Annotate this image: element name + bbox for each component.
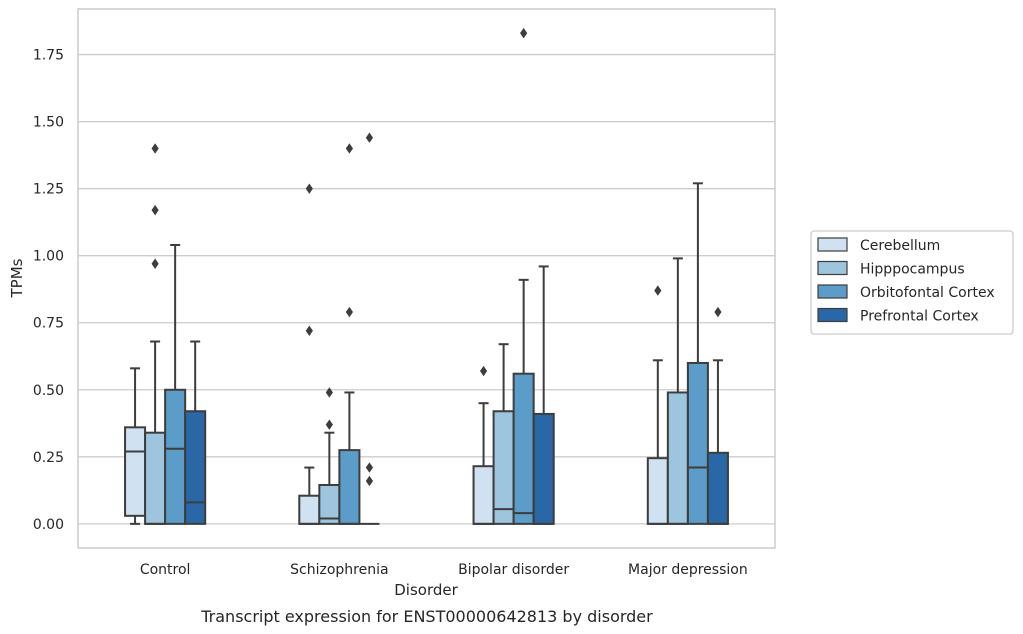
y-tick-label: 0.25 xyxy=(33,450,64,466)
box xyxy=(144,431,167,525)
outlier-point xyxy=(345,143,353,154)
box-plot xyxy=(686,182,709,525)
x-tick-labels: Control Schizophrenia Bipolar disorder Majo… xyxy=(140,562,748,578)
plot-frame xyxy=(77,8,776,549)
legend-frame xyxy=(810,230,1014,335)
y-tick-label: 1.25 xyxy=(33,182,64,198)
box-groups xyxy=(124,27,729,525)
legend-item: Orbitofontal Cortex xyxy=(817,284,995,301)
legend-label: Prefrontal Cortex xyxy=(860,309,979,325)
box xyxy=(164,388,187,525)
y-tick-labels: 0.00 0.25 0.50 0.75 1.00 1.25 1.50 1.75 xyxy=(33,48,64,533)
box-plot xyxy=(532,265,555,525)
y-tick-label: 0.00 xyxy=(33,517,64,533)
box-plot xyxy=(512,27,535,525)
box-plot xyxy=(472,365,495,525)
x-tick-label: Control xyxy=(140,562,191,578)
box-plot xyxy=(646,285,669,525)
outlier-point xyxy=(325,387,333,398)
box xyxy=(646,457,669,525)
legend-swatch xyxy=(817,260,848,276)
box xyxy=(338,449,361,525)
outlier-point xyxy=(365,475,374,487)
outlier-point xyxy=(151,143,159,154)
box-plot xyxy=(706,306,729,525)
box xyxy=(184,410,207,525)
box-plot xyxy=(359,132,380,525)
box xyxy=(686,361,709,525)
outlier-point xyxy=(365,132,374,143)
outlier-point xyxy=(345,306,353,318)
box xyxy=(666,391,689,525)
legend: Cerebellum Hipppocampus Orbitofontal Corte… xyxy=(810,230,1014,335)
box xyxy=(124,426,147,517)
legend-item: Prefrontal Cortex xyxy=(817,307,979,325)
y-axis-label: TPMs xyxy=(8,258,26,298)
outlier-point xyxy=(479,365,488,377)
box xyxy=(706,451,729,525)
outlier-point xyxy=(151,258,159,269)
legend-label: Orbitofontal Cortex xyxy=(860,285,995,301)
y-tick-label: 1.75 xyxy=(33,48,64,64)
legend-swatch xyxy=(817,237,848,252)
outlier-point xyxy=(305,183,313,194)
y-tick-label: 0.50 xyxy=(33,383,64,399)
box xyxy=(532,412,555,525)
x-axis-label: Disorder xyxy=(394,581,458,599)
legend-swatch xyxy=(817,307,848,323)
outlier-point xyxy=(520,27,528,39)
legend-item: Hipppocampus xyxy=(817,260,965,278)
legend-label: Cerebellum xyxy=(860,238,940,254)
outlier-point xyxy=(654,285,662,296)
box xyxy=(492,410,515,525)
outlier-point xyxy=(714,306,722,318)
legend-swatch xyxy=(817,284,848,299)
box-plot xyxy=(184,340,207,525)
legend-item: Cerebellum xyxy=(817,237,940,254)
box-plot xyxy=(124,367,147,525)
outlier-point xyxy=(325,419,333,430)
box-plot xyxy=(338,143,361,525)
box-plot xyxy=(298,183,321,525)
y-tick-label: 1.50 xyxy=(33,115,64,131)
x-tick-label: Bipolar disorder xyxy=(458,562,569,578)
box xyxy=(298,494,321,525)
outlier-point xyxy=(305,325,313,336)
box-group xyxy=(124,143,207,525)
outlier-point xyxy=(151,204,159,216)
outlier-point xyxy=(365,462,374,473)
box-group xyxy=(472,27,555,525)
box xyxy=(512,372,535,525)
x-tick-label: Schizophrenia xyxy=(290,562,388,578)
box xyxy=(472,465,495,525)
chart-caption: Transcript expression for ENST0000064281… xyxy=(200,607,653,626)
box-group xyxy=(298,132,380,525)
box-group xyxy=(646,182,729,525)
legend-label: Hipppocampus xyxy=(860,262,965,278)
x-tick-label: Major depression xyxy=(628,562,748,578)
y-tick-label: 1.00 xyxy=(33,249,64,265)
y-tick-label: 0.75 xyxy=(33,316,64,332)
box-plot xyxy=(164,243,187,525)
